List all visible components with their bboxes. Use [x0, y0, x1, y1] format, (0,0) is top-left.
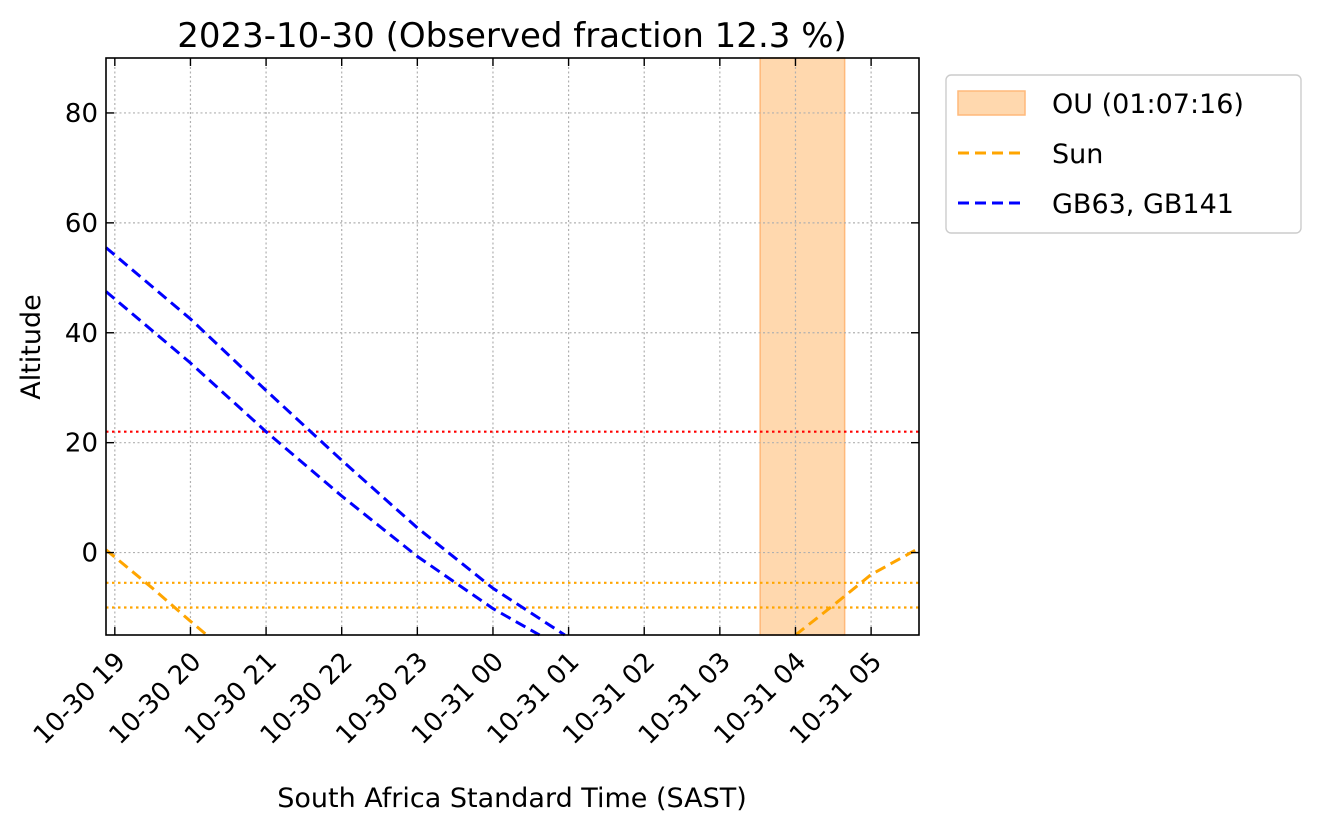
- y-tick-label-4: 80: [65, 99, 98, 129]
- chart-title: 2023-10-30 (Observed fraction 12.3 %): [177, 16, 847, 56]
- legend-label-1: Sun: [1052, 139, 1103, 170]
- x-axis-title: South Africa Standard Time (SAST): [277, 783, 747, 814]
- legend-label-2: GB63, GB141: [1052, 189, 1234, 220]
- ticks-layer: [106, 58, 919, 635]
- legend-swatch-0: [957, 90, 1026, 116]
- y-tick-label-3: 60: [65, 209, 98, 239]
- y-tick-label-1: 20: [65, 429, 98, 459]
- series-1-line-0: [105, 246, 566, 637]
- legend-label-0: OU (01:07:16): [1052, 89, 1244, 120]
- series-0-line-0: [105, 548, 208, 637]
- plot-frame: [105, 57, 920, 636]
- y-tick-label-0: 0: [81, 539, 98, 569]
- legend: OU (01:07:16) Sun GB63, GB141: [945, 74, 1302, 234]
- series-layer: [105, 246, 920, 637]
- series-1-line-1: [105, 290, 541, 637]
- y-axis-title: Altitude: [16, 294, 47, 400]
- legend-box: [945, 74, 1302, 234]
- grid-layer: [106, 58, 919, 635]
- shaded-region-0: [759, 57, 846, 636]
- y-tick-label-2: 40: [65, 319, 98, 349]
- shaded-region-layer: [759, 57, 846, 636]
- series-0-line-1: [794, 546, 920, 637]
